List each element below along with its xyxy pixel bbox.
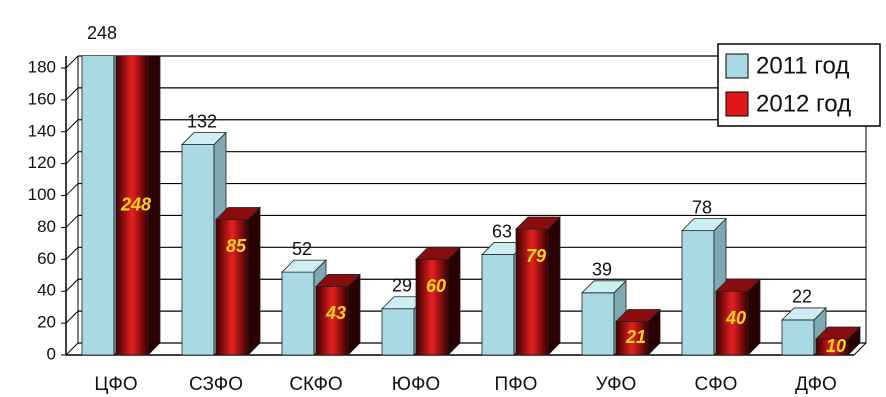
bar-top [815,326,861,340]
y-tick-label: 100 [28,185,56,204]
bar-top [581,280,627,294]
bar-top [281,259,327,273]
bar-top [515,216,561,230]
y-tick-label: 0 [47,344,56,363]
bar-front [215,219,249,356]
data-label: 43 [325,303,346,323]
data-label: 60 [426,276,446,296]
y-tick-label: 140 [28,121,56,140]
bar [715,278,761,356]
x-tick-label: ЮФО [392,374,440,395]
legend: 2011 год 2012 год [717,43,881,127]
data-label: 79 [526,246,546,266]
grid-line-side [65,183,79,196]
bar-side [347,273,361,356]
y-tick-label: 40 [37,281,56,300]
grid-line-side [65,246,79,260]
y-tick-label: 180 [28,57,56,76]
data-label: 248 [120,194,151,214]
bar-side [747,278,761,356]
data-label: 40 [725,308,746,328]
y-tick-label: 80 [37,217,56,236]
bar-front [681,230,715,356]
bar-side [147,56,161,356]
x-tick-label: СКФО [289,374,342,395]
data-label: 21 [625,327,646,347]
x-tick-label: СФО [695,374,738,395]
data-label: 248 [87,23,117,43]
grid-line-side [65,215,79,228]
bar-top [181,132,227,145]
grid-line-side [65,278,79,292]
y-tick-label: 60 [37,249,56,268]
bar-front [115,56,149,356]
x-tick-label: ЦФО [94,374,137,395]
bar-top [681,218,727,232]
bar [415,246,461,356]
bar-front [281,271,315,356]
bar-front [581,292,615,356]
bar-front [81,56,115,356]
grid-line-side [65,55,79,69]
bars [81,56,861,356]
labels: ЦФО 248 248 СЗФО 132 85 СКФО 52 43 ЮФО 29 60 ПФО 63 79… [87,23,846,395]
bar [615,308,661,356]
bar-side [447,246,461,356]
bar [515,216,561,356]
bar-front [781,319,815,356]
bar-front [715,290,749,356]
bar-front [515,228,549,356]
grid-line-side [65,87,79,101]
y-tick-label: 160 [28,89,56,108]
bar-top [615,309,661,322]
legend-swatch [725,53,749,79]
bar [815,326,861,356]
legend-label: 2012 год [756,90,851,117]
data-label: 132 [187,111,217,131]
x-tick-label: УФО [596,374,637,395]
bar-top [781,307,827,321]
bar-side [247,206,261,356]
bar-side [547,216,561,356]
bar-front [415,258,449,356]
bar-top [215,207,261,220]
grid-line-side [65,310,79,324]
x-tick-label: СЗФО [189,374,243,395]
bar-top [415,246,461,260]
bar-front [615,321,649,356]
data-label: 22 [792,287,812,307]
grid-line-side [65,342,79,356]
legend-label: 2011 год [756,52,849,79]
x-tick-label: ДФО [795,374,837,395]
bar [215,206,261,356]
bar-top [315,274,361,287]
y-tick-label: 20 [37,313,56,332]
data-label: 10 [826,336,846,356]
legend-swatch [725,91,749,117]
x-tick-label: ПФО [495,374,538,395]
data-label: 39 [592,260,612,280]
bar-front [481,254,515,356]
bar-front [181,144,215,356]
data-label: 85 [226,236,247,256]
bar-top [715,278,761,292]
bar [315,273,361,356]
y-tick-label: 120 [28,153,56,172]
data-label: 29 [392,276,412,296]
data-label: 63 [492,221,512,241]
grid-line-side [65,119,79,133]
data-label: 52 [292,239,312,259]
bar [581,279,627,356]
grid-line-side [65,151,79,165]
data-label: 78 [692,197,712,217]
bar-front [381,308,415,356]
bar [115,56,161,356]
floor-edge [853,342,867,356]
